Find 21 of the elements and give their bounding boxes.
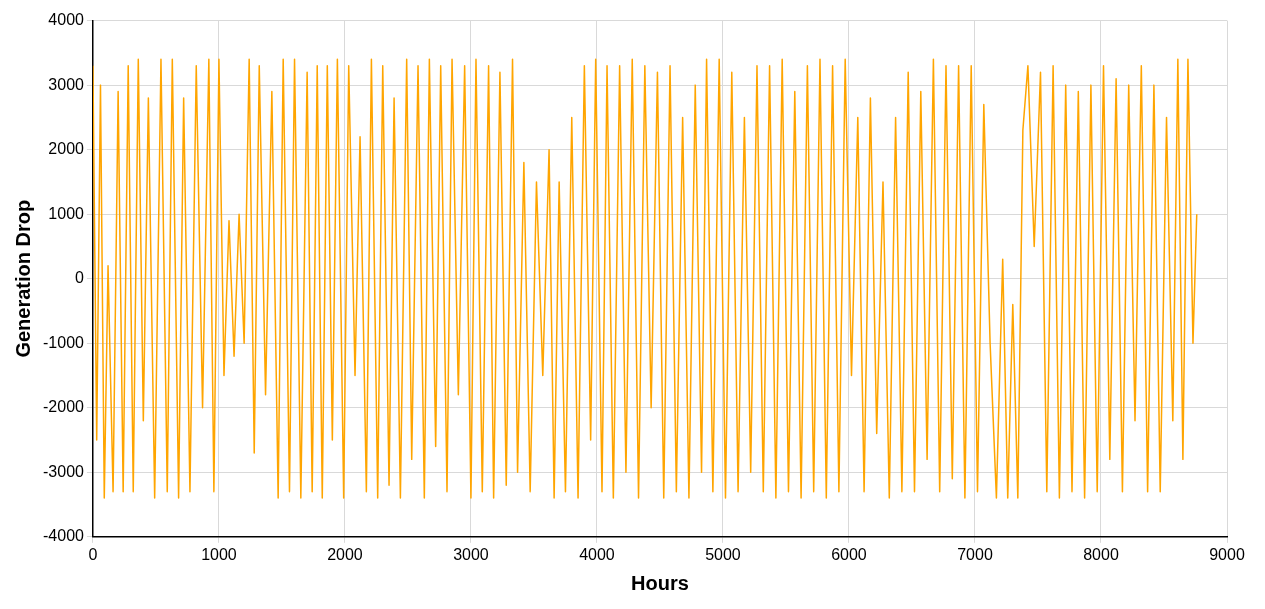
x-tick-label: 3000 <box>453 545 489 563</box>
y-tick-label: -4000 <box>43 527 85 545</box>
y-tick-label: 1000 <box>48 204 85 222</box>
y-tick-label: 2000 <box>48 140 85 158</box>
y-tick-label: -3000 <box>43 462 85 480</box>
y-tick-label: 3000 <box>48 75 85 93</box>
x-tick-label: 9000 <box>1209 545 1245 563</box>
x-tick-label: 7000 <box>957 545 993 563</box>
y-tick-label: 4000 <box>48 11 85 29</box>
y-tick-label: -1000 <box>43 333 85 351</box>
x-tick-label: 4000 <box>579 545 615 563</box>
y-tick-label: 0 <box>75 269 85 287</box>
x-tick-label: 8000 <box>1083 545 1119 563</box>
x-tick-label: 2000 <box>327 545 363 563</box>
x-tick-label: 1000 <box>201 545 237 563</box>
y-tick-label: -2000 <box>43 398 85 416</box>
x-tick-label: 5000 <box>705 545 741 563</box>
x-tick-label: 6000 <box>831 545 867 563</box>
x-tick-label: 0 <box>88 545 98 563</box>
x-axis-title: Hours <box>631 571 689 594</box>
y-axis-title: Generation Drop <box>11 199 34 358</box>
